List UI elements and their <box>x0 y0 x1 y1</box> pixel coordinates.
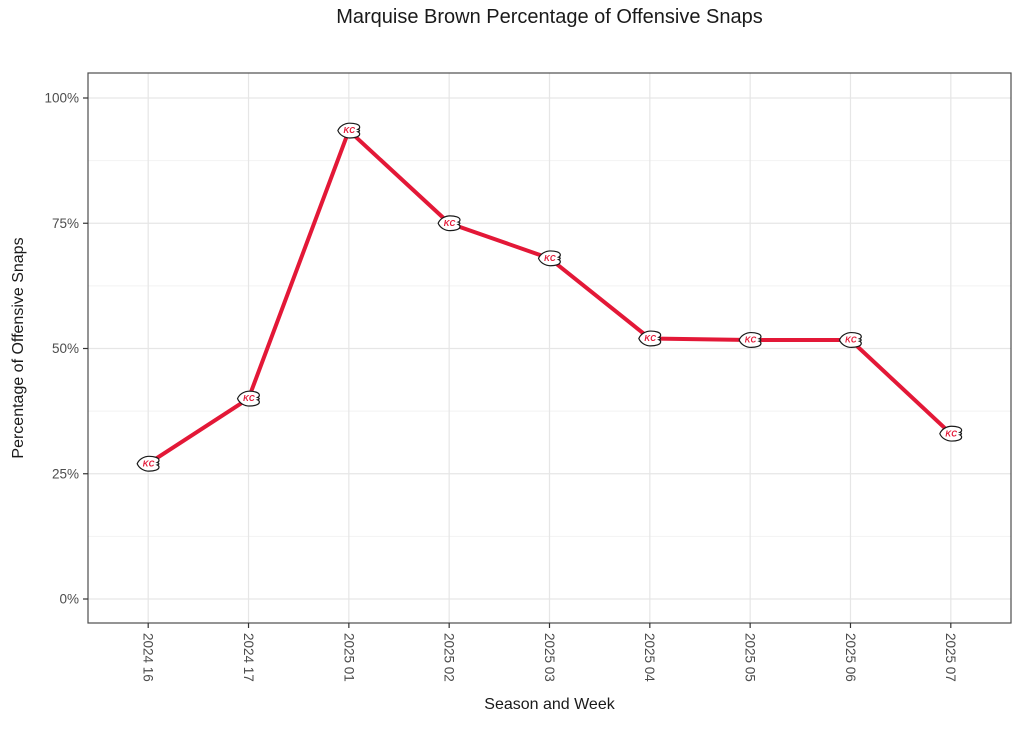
x-tick-label: 2024 17 <box>241 633 256 682</box>
chiefs-arrowhead-marker <box>838 331 862 348</box>
y-tick-label: 75% <box>52 216 79 231</box>
y-tick-label: 50% <box>52 341 79 356</box>
chiefs-arrowhead-marker <box>337 122 361 139</box>
chiefs-arrowhead-marker <box>738 331 762 348</box>
chart-title: Marquise Brown Percentage of Offensive S… <box>336 6 763 28</box>
x-tick-label: 2024 16 <box>141 633 156 682</box>
y-tick-label: 100% <box>44 91 79 106</box>
x-tick-label: 2025 07 <box>943 633 958 682</box>
x-tick-label: 2025 03 <box>542 633 557 682</box>
x-tick-label: 2025 01 <box>341 633 356 682</box>
chiefs-arrowhead-marker <box>136 455 160 472</box>
x-tick-label: 2025 02 <box>442 633 457 682</box>
x-tick-label: 2025 05 <box>743 633 758 682</box>
y-tick-label: 25% <box>52 466 79 481</box>
x-tick-label: 2025 06 <box>843 633 858 682</box>
x-tick-label: 2025 04 <box>642 633 657 682</box>
y-axis-title: Percentage of Offensive Snaps <box>10 237 27 459</box>
x-axis-title: Season and Week <box>484 696 615 713</box>
chiefs-arrowhead-marker <box>537 250 561 267</box>
y-tick-label: 0% <box>59 592 79 607</box>
